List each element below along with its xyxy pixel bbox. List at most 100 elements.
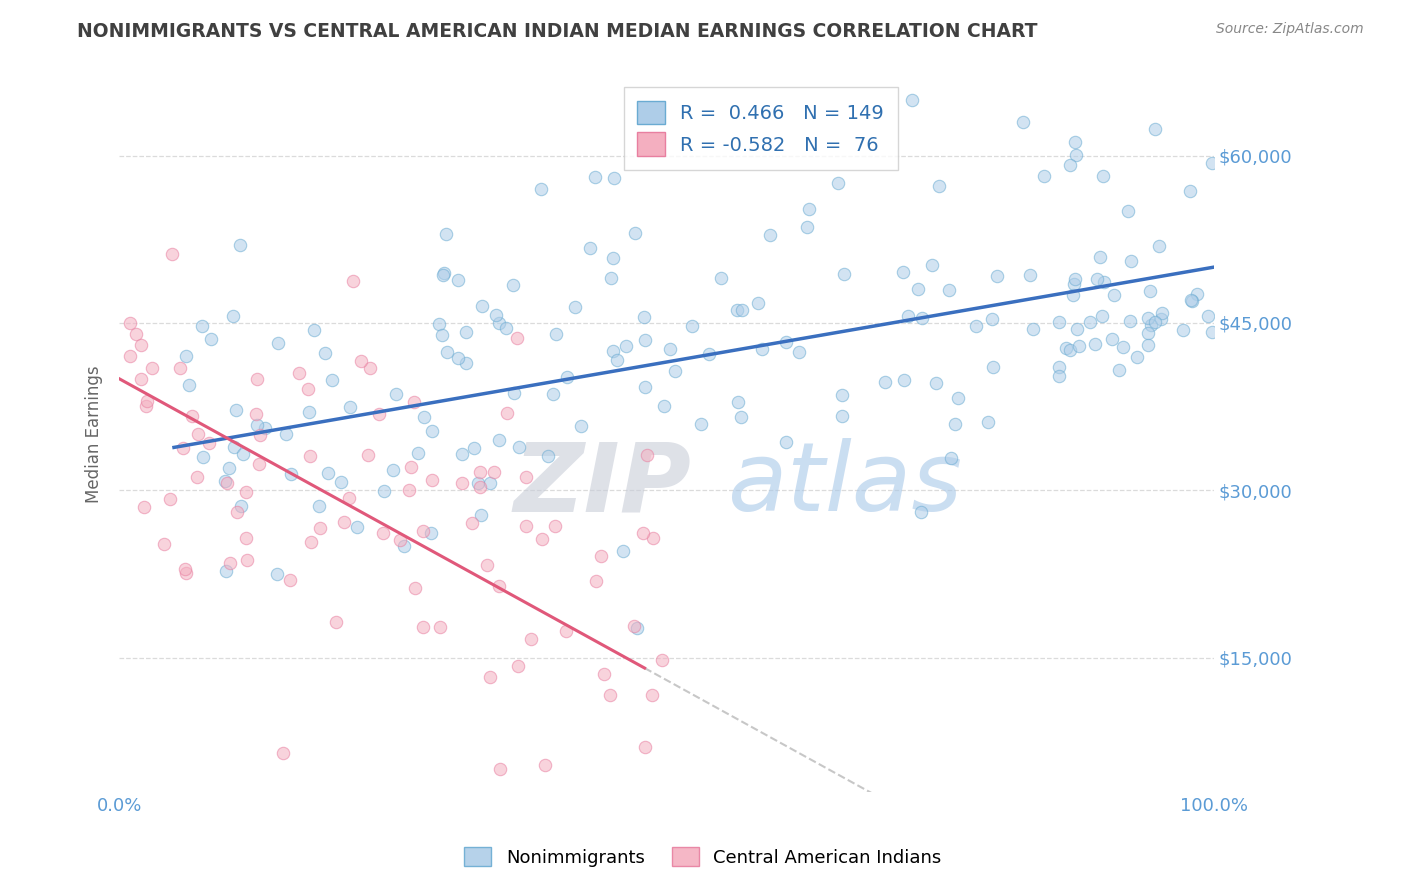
Point xyxy=(214,475,236,489)
Point xyxy=(1078,315,1101,329)
Text: ZIP: ZIP xyxy=(513,438,692,531)
Point xyxy=(606,353,628,368)
Point xyxy=(1140,318,1163,332)
Point xyxy=(536,449,558,463)
Point xyxy=(593,666,616,681)
Point xyxy=(135,399,157,413)
Point xyxy=(986,268,1008,283)
Point xyxy=(797,202,820,216)
Point xyxy=(1063,272,1085,286)
Point xyxy=(1012,114,1035,128)
Point xyxy=(373,526,395,541)
Point xyxy=(412,524,434,538)
Point xyxy=(359,361,381,376)
Point xyxy=(1064,147,1087,161)
Point xyxy=(152,536,174,550)
Point xyxy=(173,562,195,576)
Point xyxy=(231,499,253,513)
Point xyxy=(1062,287,1084,301)
Point xyxy=(495,321,517,335)
Point xyxy=(471,299,494,313)
Legend: R =  0.466   N = 149, R = -0.582   N =  76: R = 0.466 N = 149, R = -0.582 N = 76 xyxy=(624,87,897,169)
Point xyxy=(186,469,208,483)
Point xyxy=(928,178,950,193)
Point xyxy=(477,558,499,572)
Point xyxy=(434,227,457,241)
Point xyxy=(583,170,606,185)
Point xyxy=(921,258,943,272)
Point xyxy=(541,387,564,401)
Point xyxy=(488,762,510,776)
Point xyxy=(463,441,485,455)
Point xyxy=(1101,332,1123,346)
Point xyxy=(624,227,647,241)
Point xyxy=(246,372,269,386)
Point xyxy=(564,301,586,315)
Point xyxy=(1091,310,1114,324)
Point xyxy=(1144,315,1167,329)
Point xyxy=(1059,158,1081,172)
Point xyxy=(1180,293,1202,307)
Point xyxy=(946,391,969,405)
Point xyxy=(198,435,221,450)
Point xyxy=(427,317,450,331)
Point xyxy=(1064,135,1087,149)
Point xyxy=(1116,204,1139,219)
Point xyxy=(314,345,336,359)
Point xyxy=(456,325,478,339)
Point xyxy=(299,535,322,549)
Point xyxy=(382,463,405,477)
Point xyxy=(1047,359,1070,374)
Point xyxy=(226,505,249,519)
Text: NONIMMIGRANTS VS CENTRAL AMERICAN INDIAN MEDIAN EARNINGS CORRELATION CHART: NONIMMIGRANTS VS CENTRAL AMERICAN INDIAN… xyxy=(77,22,1038,41)
Point xyxy=(1150,306,1173,320)
Point xyxy=(533,758,555,772)
Point xyxy=(488,316,510,330)
Point xyxy=(392,539,415,553)
Point xyxy=(191,450,214,464)
Point xyxy=(1201,156,1223,170)
Point xyxy=(910,505,932,519)
Point xyxy=(333,515,356,529)
Point xyxy=(1090,251,1112,265)
Point xyxy=(943,417,966,432)
Point xyxy=(658,342,681,356)
Point xyxy=(612,544,634,558)
Point xyxy=(120,350,142,364)
Point xyxy=(520,632,543,646)
Point xyxy=(506,331,529,345)
Point xyxy=(253,421,276,435)
Point xyxy=(1018,268,1040,283)
Point xyxy=(907,282,929,296)
Point xyxy=(1021,322,1043,336)
Point xyxy=(1143,122,1166,136)
Point xyxy=(1137,326,1160,340)
Point xyxy=(1121,253,1143,268)
Point xyxy=(350,354,373,368)
Point xyxy=(544,519,567,533)
Point xyxy=(172,441,194,455)
Point xyxy=(218,460,240,475)
Point xyxy=(689,417,711,432)
Point xyxy=(641,531,664,545)
Point xyxy=(447,351,470,366)
Point xyxy=(436,344,458,359)
Point xyxy=(218,557,240,571)
Point xyxy=(600,270,623,285)
Point xyxy=(245,407,267,421)
Point xyxy=(447,273,470,287)
Point xyxy=(450,475,472,490)
Point xyxy=(309,521,332,535)
Point xyxy=(651,653,673,667)
Point xyxy=(891,265,914,279)
Point xyxy=(420,525,443,540)
Point xyxy=(422,425,444,439)
Point xyxy=(831,388,853,402)
Point xyxy=(1197,309,1219,323)
Point xyxy=(420,473,443,487)
Point xyxy=(1147,239,1170,253)
Point xyxy=(191,319,214,334)
Point xyxy=(727,395,749,409)
Point xyxy=(725,303,748,318)
Point xyxy=(1047,369,1070,384)
